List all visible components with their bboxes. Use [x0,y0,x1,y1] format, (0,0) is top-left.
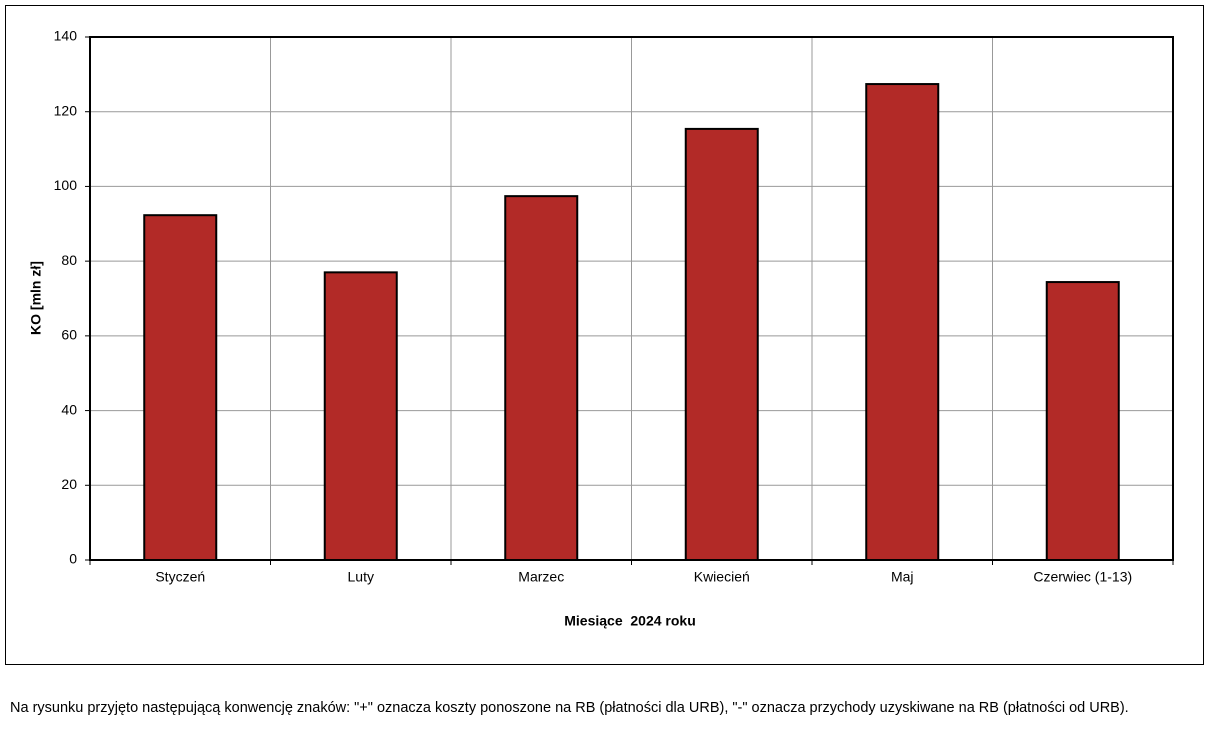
x-tick-label: Luty [348,569,374,585]
bar [865,83,940,561]
x-tick-label: Styczeń [155,569,205,585]
footnote: Na rysunku przyjęto następującą konwencj… [10,700,1129,716]
y-tick-label: 0 [69,551,77,567]
y-tick-label: 80 [61,252,77,268]
y-axis-title: KO [mln zł] [28,261,44,335]
bar [1045,281,1120,561]
x-axis-title: Miesiące 2024 roku [564,613,696,629]
x-tick-label: Maj [891,569,914,585]
y-tick-label: 40 [61,401,77,417]
x-tick-label: Czerwiec (1-13) [1033,569,1132,585]
x-tick-label: Marzec [518,569,564,585]
bar [504,195,579,562]
y-tick-label: 20 [61,476,77,492]
bar [143,214,218,561]
bar [323,271,398,561]
y-tick-label: 60 [61,327,77,343]
x-tick-label: Kwiecień [694,569,750,585]
y-tick-label: 100 [54,177,78,193]
chart: Miesiące 2024 roku KO [mln zł] 0 20 40 60 80… [5,5,1204,665]
chart-frame [5,5,1204,665]
y-tick-label: 140 [54,28,78,44]
y-tick-label: 120 [54,102,78,118]
bar [684,127,759,562]
plot-area [89,36,1174,561]
